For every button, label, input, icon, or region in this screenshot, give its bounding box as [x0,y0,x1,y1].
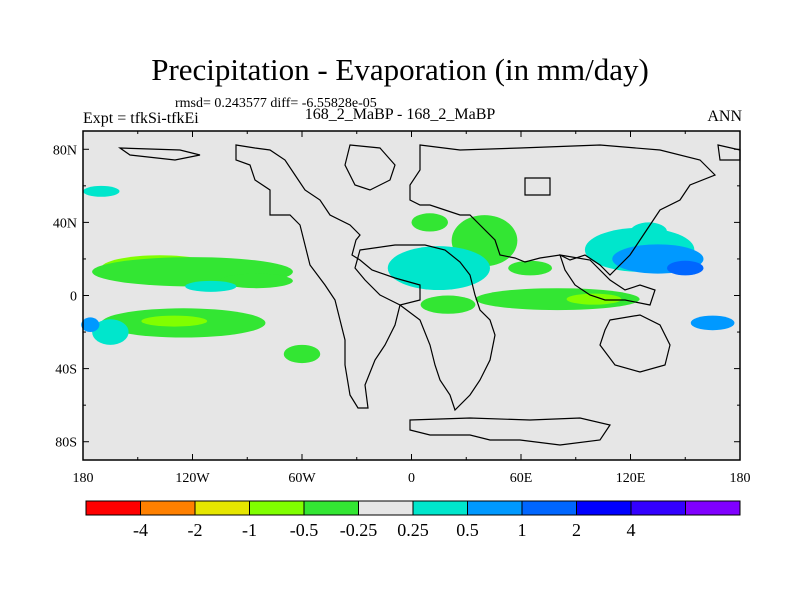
colorbar-label: 1 [517,520,527,540]
coastline-asia-south [559,254,656,306]
colorbar-swatch [576,500,632,516]
coastline-africa [354,244,496,412]
anomaly-indian-ocean-band [566,293,622,305]
anomaly-northern-cyan [630,222,667,241]
anomaly-north-pacific-dark [667,260,704,276]
season-label: ANN [707,108,742,125]
coastline-australia [599,314,671,373]
lat-tick-label: 40S [55,363,77,378]
colorbar-swatch [358,500,414,516]
lon-axis: 180 120W 60W 0 60E 120E 180 [73,131,751,486]
lon-tick-label: 180 [730,471,751,486]
colorbar [85,500,741,516]
lat-tick-label: 80S [55,436,77,451]
colorbar-swatch [685,500,741,516]
coastline-island-3 [118,147,201,161]
coastline-north-america [235,144,421,409]
lon-tick-label: 120W [175,471,210,486]
colorbar-label: 0.25 [397,520,429,540]
lat-tick-label: 80N [53,143,77,158]
anomaly-layer [81,185,735,364]
colorbar-swatch [140,500,196,516]
colorbar-label: 2 [572,520,581,540]
colorbar-swatch [412,500,468,516]
colorbar-swatch [521,500,577,516]
coastline-island-1 [524,177,551,196]
anomaly-pacific-north-band-east [219,273,293,289]
lon-tick-label: 120E [616,471,646,486]
anomaly-indian-ocean-green [475,288,640,311]
colorbar-swatch [249,500,305,516]
colorbar-swatch [85,500,141,516]
coastlines [118,144,741,446]
coastline-antarctica [409,417,611,446]
lat-tick-label: 40N [53,216,77,231]
lon-tick-label: 0 [408,471,415,486]
anomaly-east-pacific-cyan [185,280,237,292]
colorbar-label: 4 [626,520,636,540]
coastline-greenland [344,144,396,191]
anomaly-south-pacific-tail [283,344,321,364]
colorbar-swatch [630,500,686,516]
colorbar-swatch [467,500,523,516]
lat-tick-label: 0 [70,290,77,305]
chart-title: Precipitation - Evaporation (in mm/day) [151,52,649,87]
anomaly-tropical-africa-green [420,295,476,314]
subtitle: 168_2_MaBP - 168_2_MaBP [304,106,496,123]
colorbar-label: -1 [242,520,257,540]
map-background [83,131,740,460]
colorbar-label: -0.25 [339,520,378,540]
lon-tick-label: 180 [73,471,94,486]
anomaly-west-pacific-cyan [92,319,129,345]
colorbar-swatch [194,500,250,516]
anomaly-sahara-cyan [387,246,490,291]
stats-line: rmsd= 0.243577 diff= -6.55828e-05 [175,96,377,111]
colorbar-swatch [303,500,359,516]
anomaly-west-pacific-blue [81,317,100,333]
anomaly-india-green [508,260,553,276]
lon-tick-label: 60W [288,471,316,486]
colorbar-label: -2 [187,520,203,540]
colorbar-label: -0.5 [289,520,319,540]
colorbar-label: -4 [133,520,148,540]
anomaly-mediterranean-green [411,213,448,232]
anomaly-south-pacific-blue [690,315,735,331]
lat-axis: 80N 40N 0 40S 80S [53,143,740,451]
experiment-label: Expt = tfkSi-tfkEi [83,110,199,127]
anomaly-pacific-south-yellow [141,315,208,327]
anomaly-north-atlantic-cyan [83,185,120,197]
colorbar-label: 0.5 [456,520,479,540]
lon-tick-label: 60E [510,471,533,486]
